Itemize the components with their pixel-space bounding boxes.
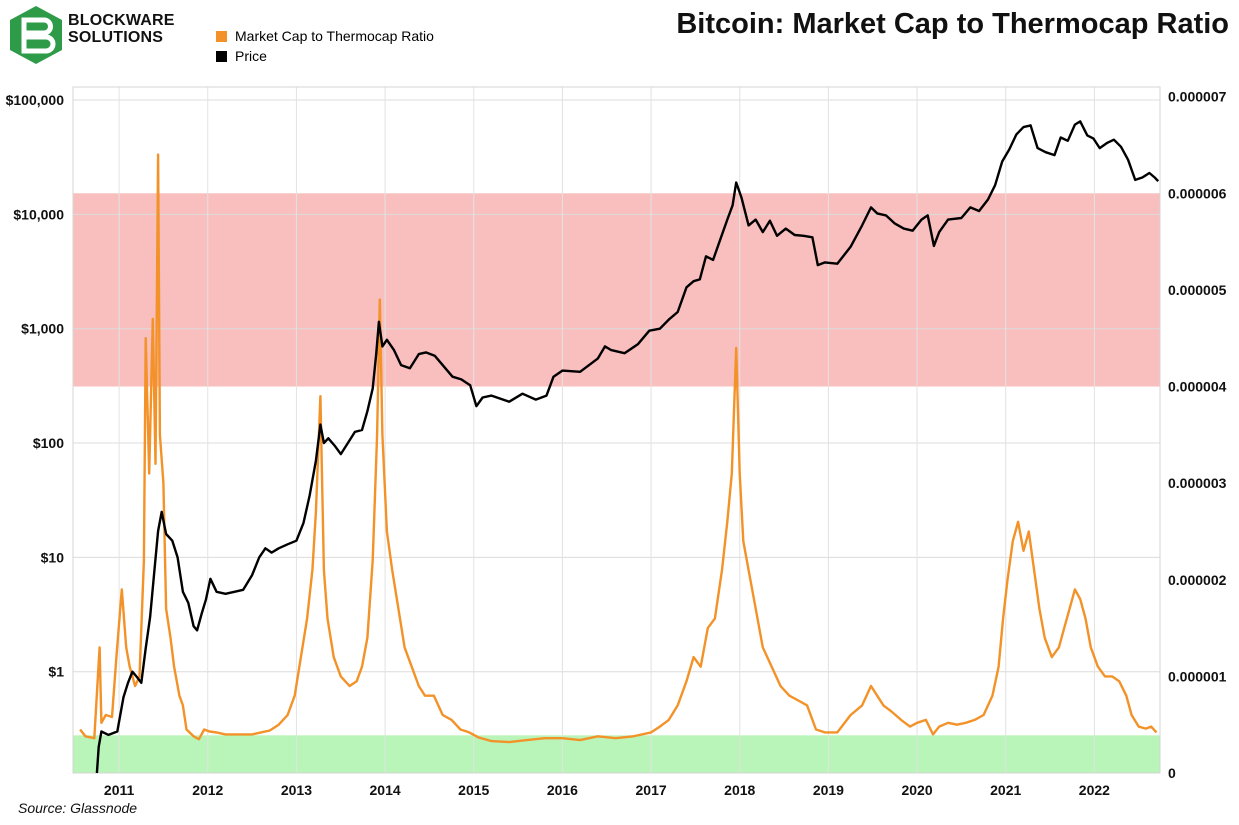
brand-line-2: SOLUTIONS [68,29,164,46]
y-left-tick-label-3: $1,000 [21,321,64,337]
series-line-ratio [79,153,1158,744]
x-tick-label-5: 2016 [547,782,578,798]
legend-swatch-black [216,50,227,62]
legend-swatch-orange [216,30,227,42]
y-right-tick-label-6: 0.000006 [1168,185,1227,201]
x-tick-label-8: 2019 [813,782,844,798]
y-right-tick-label-5: 0.000005 [1168,282,1227,298]
x-tick-label-6: 2017 [636,782,667,798]
legend-label-ratio: Market Cap to Thermocap Ratio [235,28,434,44]
plot-frame [72,86,1161,774]
source-note: Source: Glassnode [18,800,138,816]
y-right-tick-label-4: 0.000004 [1168,379,1227,395]
x-tick-label-3: 2014 [370,782,401,798]
x-tick-label-11: 2022 [1079,782,1110,798]
blockware-logo [10,6,62,64]
y-right-tick-label-1: 0.000001 [1168,668,1227,684]
x-tick-label-10: 2021 [990,782,1021,798]
x-tick-label-1: 2012 [192,782,223,798]
band-undervalued [73,735,1160,773]
x-tick-label-9: 2020 [901,782,932,798]
legend-item-price: Price [216,46,434,66]
band-overvalued [73,193,1160,387]
y-left-tick-label-4: $10,000 [13,206,64,222]
y-right-tick-label-7: 0.000007 [1168,89,1227,105]
series-line-price [95,120,1160,774]
chart-legend: Market Cap to Thermocap Ratio Price [216,26,434,66]
brand-name: BLOCKWARE SOLUTIONS [68,12,175,46]
y-right-tick-label-0: 0 [1168,765,1176,781]
x-tick-label-4: 2015 [458,782,489,798]
y-right-tick-label-2: 0.000002 [1168,572,1227,588]
y-right-tick-label-3: 0.000003 [1168,475,1227,491]
x-tick-label-2: 2013 [281,782,312,798]
chart-title: Bitcoin: Market Cap to Thermocap Ratio [676,8,1229,40]
y-left-tick-label-5: $100,000 [6,92,65,108]
logo-mark-icon [10,6,62,64]
y-left-tick-label-0: $1 [48,664,64,680]
y-left-tick-label-1: $10 [41,549,65,565]
legend-item-ratio: Market Cap to Thermocap Ratio [216,26,434,46]
legend-label-price: Price [235,48,267,64]
y-left-tick-label-2: $100 [33,435,64,451]
x-tick-label-0: 2011 [104,782,135,798]
brand-line-1: BLOCKWARE [68,12,175,29]
x-tick-label-7: 2018 [724,782,755,798]
